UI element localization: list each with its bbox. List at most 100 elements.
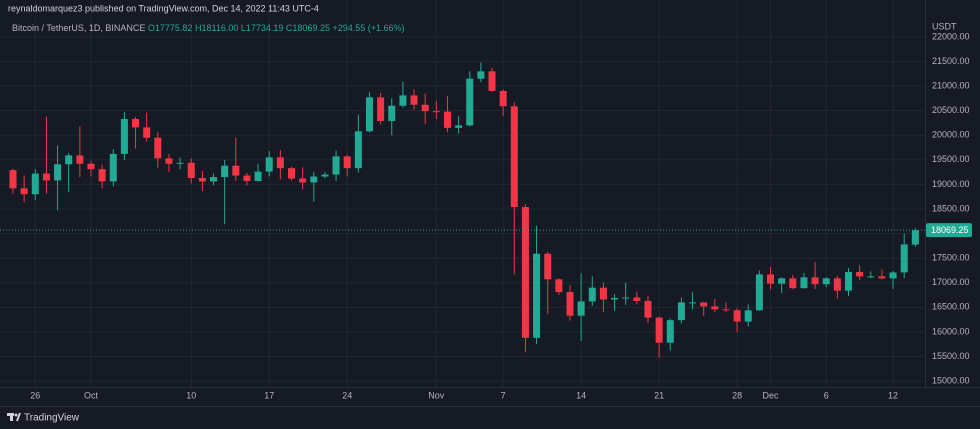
candle-body (31, 173, 39, 195)
ohlc-change: +294.55 (+1.66%) (332, 23, 404, 33)
candle-body (633, 297, 641, 301)
symbol-legend: Bitcoin / TetherUS, 1D, BINANCE O17775.8… (12, 23, 405, 33)
candle-body (867, 276, 875, 278)
candle-body (232, 165, 240, 176)
x-tick-label: 7 (501, 390, 506, 400)
candle-body (477, 71, 485, 79)
candle-body (488, 71, 496, 91)
candle-body (42, 173, 50, 181)
candle-body (845, 271, 852, 291)
candle-body (655, 317, 663, 343)
candle-body (733, 310, 741, 322)
candle-body (120, 119, 128, 154)
symbol: Bitcoin / TetherUS, 1D, BINANCE (12, 23, 145, 33)
y-tick-label: 22000.00 (932, 31, 970, 41)
candle-body (388, 105, 396, 121)
y-tick-label: 15000.00 (932, 375, 970, 385)
y-tick-label: 21500.00 (932, 56, 970, 66)
candle-body (811, 277, 819, 285)
candle-body (109, 153, 117, 182)
y-tick-label: 20500.00 (932, 105, 970, 115)
candle-body (677, 302, 685, 321)
x-tick-label: Nov (428, 390, 445, 400)
candle-body (332, 156, 340, 175)
candle-body (421, 104, 429, 112)
y-tick-label: 16000.00 (932, 326, 970, 336)
candle-body (911, 230, 919, 245)
candle-body (744, 310, 752, 322)
candle-body (165, 158, 173, 164)
y-tick-label: 20000.00 (932, 130, 970, 140)
candle-body (833, 278, 841, 291)
logo-part (14, 413, 18, 417)
candle-body (499, 90, 507, 107)
candle-body (210, 177, 218, 182)
candle-body (900, 244, 908, 273)
candle-body (198, 178, 206, 182)
candle-body (455, 125, 463, 128)
candle-body (711, 306, 719, 310)
y-tick-label: 17000.00 (932, 277, 970, 287)
candle-body (521, 207, 529, 338)
candle-body (778, 278, 786, 284)
x-tick-label: 10 (186, 390, 196, 400)
x-tick-label: 14 (576, 390, 586, 400)
candle-body (432, 111, 440, 113)
candle-body (288, 168, 295, 179)
candle-body (644, 300, 652, 318)
candle-body (588, 287, 596, 302)
brand: TradingView (24, 413, 80, 424)
logo (7, 413, 21, 421)
candle-body (666, 320, 674, 343)
y-tick-label: 18500.00 (932, 203, 970, 213)
candle-body (132, 119, 140, 128)
candle-body (299, 178, 307, 183)
candles (0, 62, 925, 358)
candle-body (310, 176, 318, 183)
candle-body (65, 155, 73, 165)
candle-body (566, 292, 574, 316)
ohlc-close: C18069.25 (286, 23, 330, 33)
candle-body (443, 111, 451, 128)
ohlc-open: O17775.82 (148, 23, 193, 33)
ohlc-low: L17734.19 (241, 23, 284, 33)
x-tick-label: 21 (654, 390, 664, 400)
candle-body (466, 78, 474, 126)
y-tick-label: 19000.00 (932, 179, 970, 189)
x-tick-label: 26 (30, 390, 40, 400)
candle-body (856, 271, 864, 277)
candle-body (265, 157, 273, 172)
candle-body (154, 137, 162, 159)
candle-body (98, 169, 106, 182)
candle-body (365, 97, 373, 132)
candle-body (76, 155, 84, 164)
candle-body (54, 164, 62, 181)
candle-body (87, 163, 95, 170)
candle-body (800, 277, 808, 289)
candle-body (599, 287, 607, 300)
logo-part (10, 413, 13, 421)
candle-body (700, 302, 708, 307)
ohlc-high: H18116.00 (195, 23, 238, 33)
candle-body (722, 309, 730, 311)
x-tick-label: 12 (888, 390, 898, 400)
candle-body (544, 253, 552, 280)
candle-body (243, 175, 251, 181)
x-tick-label: Oct (84, 390, 99, 400)
candle-body (755, 274, 763, 311)
candle-body (377, 97, 385, 121)
x-tick-label: Dec (763, 390, 780, 400)
candle-body (221, 165, 229, 178)
candle-body (878, 276, 886, 279)
x-tick-label: 24 (342, 390, 352, 400)
y-tick-label: 16500.00 (932, 302, 970, 312)
y-tick-label: 17500.00 (932, 253, 970, 263)
published-note: reynaldomarquez3 published on TradingVie… (8, 3, 319, 13)
last-price-label: 18069.25 (931, 225, 969, 235)
candle-body (399, 95, 407, 106)
candle-body (789, 278, 797, 289)
logo-part (16, 413, 21, 421)
x-tick-label: 6 (824, 390, 829, 400)
candle-body (889, 272, 897, 279)
candle-body (9, 170, 17, 189)
